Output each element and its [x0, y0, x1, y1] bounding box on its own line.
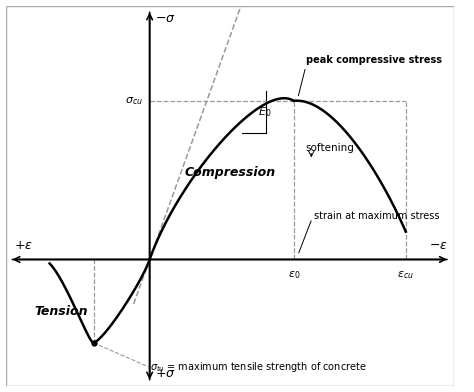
- Text: Tension: Tension: [35, 305, 88, 318]
- Text: Compression: Compression: [184, 166, 275, 179]
- Text: $-\varepsilon$: $-\varepsilon$: [428, 239, 447, 252]
- Text: $-\sigma$: $-\sigma$: [155, 12, 176, 25]
- Text: peak compressive stress: peak compressive stress: [306, 55, 442, 65]
- Text: softening: softening: [306, 143, 355, 153]
- Text: $E_0$: $E_0$: [258, 105, 271, 119]
- Text: strain at maximum stress: strain at maximum stress: [314, 211, 439, 221]
- Text: $\sigma_{cu}$: $\sigma_{cu}$: [125, 95, 143, 107]
- Text: $+\varepsilon$: $+\varepsilon$: [14, 239, 32, 252]
- Text: $\varepsilon_{cu}$: $\varepsilon_{cu}$: [397, 269, 414, 281]
- Text: $\varepsilon_0$: $\varepsilon_0$: [288, 269, 300, 281]
- Text: $+\sigma$: $+\sigma$: [155, 367, 176, 380]
- Text: $\sigma_{tu}$ = maximum tensile strength of concrete: $\sigma_{tu}$ = maximum tensile strength…: [150, 359, 366, 374]
